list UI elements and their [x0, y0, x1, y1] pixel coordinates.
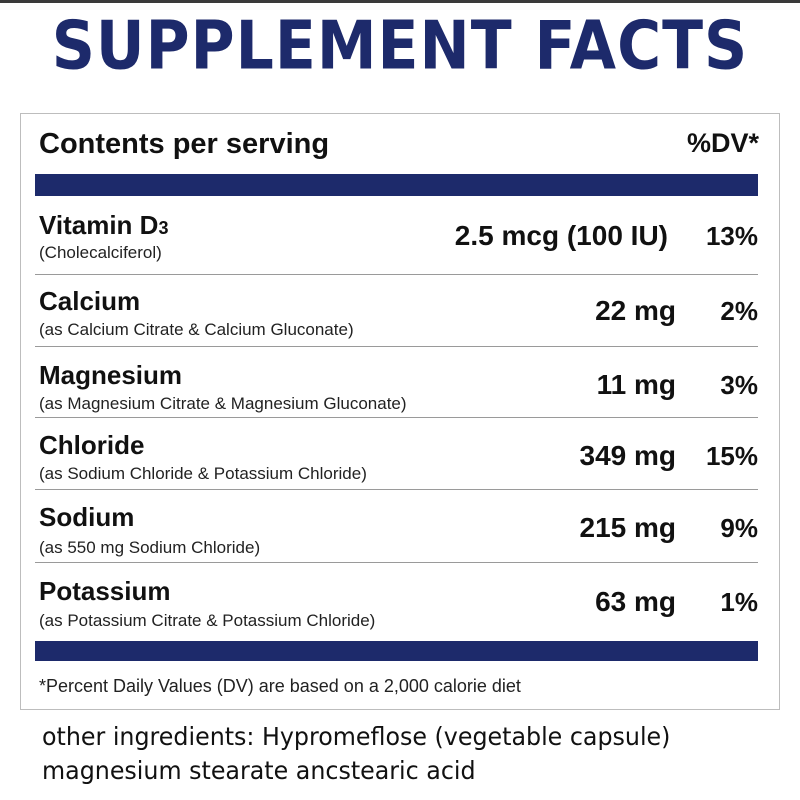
- nutrient-source: (as 550 mg Sodium Chloride): [39, 538, 261, 557]
- nutrient-dv: 13%: [705, 221, 758, 251]
- other-ingredients-text-1: Hypromeflose (vegetable capsule): [261, 722, 671, 751]
- nutrient-source: (as Calcium Citrate & Calcium Gluconate): [39, 320, 354, 339]
- contents-header: Contents per serving: [39, 128, 330, 160]
- nutrient-dv: 3%: [720, 370, 758, 400]
- nutrient-name: Chloride: [39, 430, 145, 460]
- dv-footnote: *Percent Daily Values (DV) are based on …: [39, 676, 521, 696]
- nutrient-name: Magnesium: [39, 360, 183, 390]
- nutrient-subscript: 3: [158, 218, 169, 238]
- table-row: Potassium (as Potassium Citrate & Potass…: [35, 562, 758, 638]
- nutrient-dv: 15%: [705, 441, 758, 471]
- nutrient-source: (as Potassium Citrate & Potassium Chlori…: [39, 611, 376, 630]
- footer-bar: [35, 641, 758, 661]
- nutrient-source: (as Sodium Chloride & Potassium Chloride…: [39, 464, 367, 483]
- supplement-facts-panel: Contents per serving %DV* Vitamin D3 (Ch…: [20, 113, 780, 710]
- nutrient-name: Calcium: [39, 286, 141, 316]
- dv-header: %DV*: [686, 128, 759, 158]
- table-row: Chloride (as Sodium Chloride & Potassium…: [35, 417, 758, 490]
- table-row: Sodium (as 550 mg Sodium Chloride) 215 m…: [35, 489, 758, 563]
- nutrient-amount: 215 mg: [579, 512, 677, 543]
- nutrient-name: Vitamin D3: [39, 210, 169, 240]
- header-bar: [35, 174, 758, 196]
- page-title: SUPPLEMENT FACTS: [51, 6, 749, 86]
- nutrient-amount: 349 mg: [579, 440, 677, 471]
- nutrient-amount: 63 mg: [595, 586, 676, 617]
- nutrient-dv: 2%: [720, 296, 758, 326]
- table-row: Calcium (as Calcium Citrate & Calcium Gl…: [35, 274, 758, 347]
- nutrient-name: Sodium: [39, 502, 135, 532]
- table-row: Magnesium (as Magnesium Citrate & Magnes…: [35, 346, 758, 418]
- top-rule: [0, 0, 800, 3]
- other-ingredients-line-1: other ingredients: Hypromeflose (vegetab…: [42, 720, 745, 754]
- nutrient-source: (Cholecalciferol): [39, 243, 162, 262]
- nutrient-source: (as Magnesium Citrate & Magnesium Glucon…: [39, 394, 407, 413]
- other-ingredients-label: other ingredients:: [42, 722, 255, 751]
- table-row: Vitamin D3 (Cholecalciferol) 2.5 mcg (10…: [35, 208, 758, 275]
- nutrient-amount: 22 mg: [595, 295, 676, 326]
- nutrient-name: Potassium: [39, 576, 171, 606]
- nutrient-dv: 9%: [720, 513, 758, 543]
- other-ingredients: other ingredients: Hypromeflose (vegetab…: [42, 720, 745, 788]
- nutrient-amount: 11 mg: [596, 369, 676, 400]
- other-ingredients-line-2: magnesium stearate ancstearic acid: [42, 756, 476, 785]
- nutrient-dv: 1%: [720, 587, 758, 617]
- nutrient-amount: 2.5 mcg (100 IU): [454, 220, 668, 251]
